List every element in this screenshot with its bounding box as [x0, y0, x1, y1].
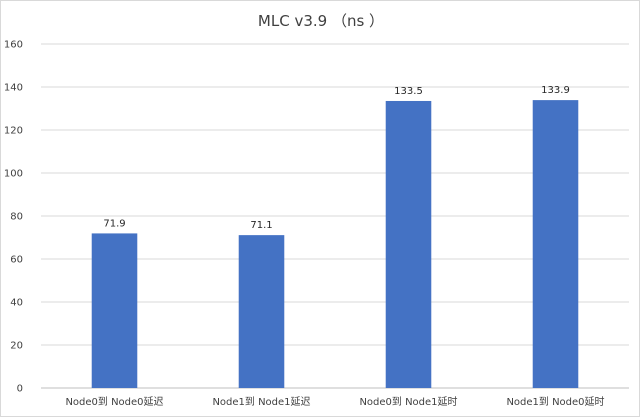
y-tick-label: 80	[10, 212, 23, 223]
category-label: Node0到 Node1延时	[359, 396, 457, 408]
y-tick-label: 120	[4, 126, 23, 137]
chart-title: MLC v3.9 （ns ）	[258, 12, 384, 30]
data-label: 133.9	[541, 85, 570, 96]
gridlines	[41, 43, 629, 389]
bar	[238, 235, 285, 388]
bar	[385, 100, 432, 388]
y-tick-label: 40	[10, 298, 23, 309]
y-tick-label: 100	[4, 169, 23, 180]
bar	[532, 100, 579, 389]
y-tick-label: 60	[10, 255, 23, 266]
bar	[91, 233, 138, 388]
data-label: 71.1	[250, 220, 272, 231]
y-axis-tick-labels: 0 20 40 60 80 100 120 140 160	[4, 40, 23, 395]
bars	[91, 100, 579, 389]
y-tick-label: 20	[10, 341, 23, 352]
y-tick-label: 140	[4, 83, 23, 94]
x-axis-category-labels: Node0到 Node0延迟 Node1到 Node1延迟 Node0到 Node1…	[65, 395, 604, 408]
data-labels: 71.9 71.1 133.5 133.9	[103, 85, 569, 231]
data-label: 133.5	[394, 86, 423, 97]
y-tick-label: 0	[17, 384, 23, 395]
data-label: 71.9	[103, 218, 125, 229]
y-tick-label: 160	[4, 40, 23, 51]
category-label: Node0到 Node0延迟	[65, 395, 163, 408]
category-label: Node1到 Node1延迟	[212, 395, 310, 408]
category-label: Node1到 Node0延时	[506, 396, 604, 408]
